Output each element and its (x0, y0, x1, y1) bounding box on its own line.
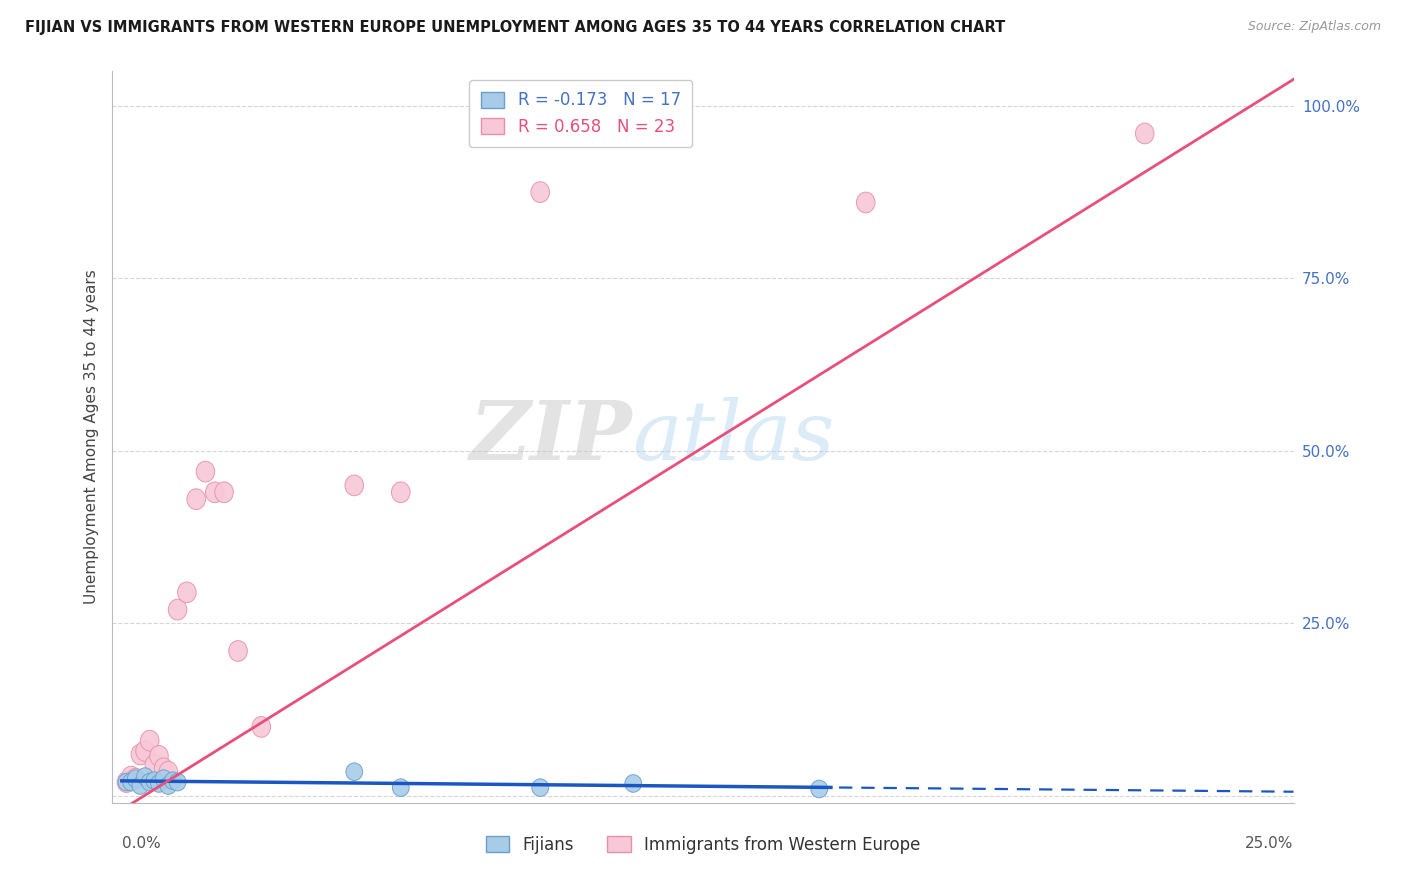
Ellipse shape (159, 762, 177, 782)
Ellipse shape (132, 777, 149, 795)
Ellipse shape (252, 716, 270, 738)
Ellipse shape (391, 482, 411, 502)
Ellipse shape (811, 780, 828, 797)
Ellipse shape (117, 772, 136, 792)
Text: 25.0%: 25.0% (1246, 836, 1294, 851)
Ellipse shape (165, 772, 181, 789)
Ellipse shape (155, 758, 173, 779)
Ellipse shape (131, 744, 149, 764)
Ellipse shape (1136, 123, 1154, 144)
Ellipse shape (118, 773, 135, 791)
Ellipse shape (142, 773, 157, 791)
Ellipse shape (229, 640, 247, 661)
Ellipse shape (155, 770, 172, 788)
Ellipse shape (392, 779, 409, 797)
Ellipse shape (205, 482, 224, 502)
Ellipse shape (128, 770, 143, 788)
Ellipse shape (149, 746, 169, 766)
Text: ZIP: ZIP (470, 397, 633, 477)
Ellipse shape (856, 192, 875, 213)
Ellipse shape (197, 461, 215, 482)
Text: FIJIAN VS IMMIGRANTS FROM WESTERN EUROPE UNEMPLOYMENT AMONG AGES 35 TO 44 YEARS : FIJIAN VS IMMIGRANTS FROM WESTERN EUROPE… (25, 20, 1005, 35)
Ellipse shape (187, 489, 205, 509)
Y-axis label: Unemployment Among Ages 35 to 44 years: Unemployment Among Ages 35 to 44 years (83, 269, 98, 605)
Ellipse shape (145, 755, 163, 775)
Legend: Fijians, Immigrants from Western Europe: Fijians, Immigrants from Western Europe (479, 829, 927, 860)
Ellipse shape (215, 482, 233, 502)
Ellipse shape (136, 740, 155, 762)
Ellipse shape (169, 599, 187, 620)
Ellipse shape (160, 777, 177, 795)
Ellipse shape (531, 779, 548, 797)
Text: Source: ZipAtlas.com: Source: ZipAtlas.com (1247, 20, 1381, 33)
Ellipse shape (169, 773, 186, 791)
Text: atlas: atlas (633, 397, 835, 477)
Ellipse shape (346, 763, 363, 780)
Ellipse shape (344, 475, 364, 496)
Ellipse shape (122, 773, 139, 791)
Ellipse shape (177, 582, 197, 603)
Ellipse shape (146, 772, 163, 789)
Ellipse shape (122, 766, 141, 787)
Ellipse shape (127, 768, 145, 789)
Ellipse shape (136, 768, 153, 785)
Ellipse shape (624, 774, 641, 792)
Ellipse shape (141, 731, 159, 751)
Ellipse shape (531, 182, 550, 202)
Text: 0.0%: 0.0% (122, 836, 160, 851)
Ellipse shape (150, 774, 167, 792)
